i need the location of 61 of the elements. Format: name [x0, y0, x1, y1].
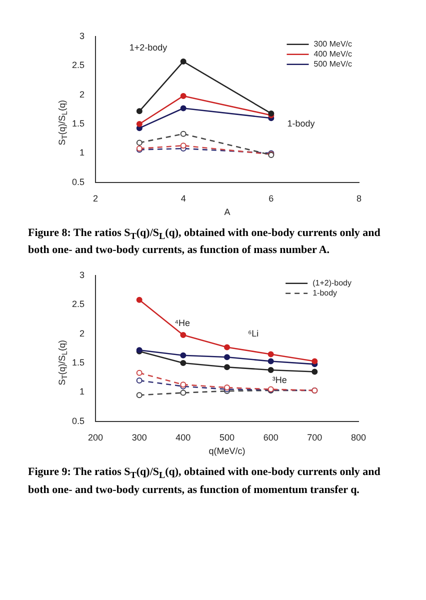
- x-tick-label: 800: [350, 432, 366, 443]
- point: [268, 367, 274, 374]
- point: [180, 360, 186, 366]
- y-tick-label: 3: [79, 270, 84, 280]
- point: [136, 108, 142, 114]
- x-tick-label: 500: [219, 432, 234, 443]
- legend-label: 300 MeV/c: [314, 40, 352, 49]
- point: [180, 142, 186, 149]
- x-tick-label: 4: [180, 193, 186, 204]
- point: [224, 364, 230, 370]
- point: [180, 390, 186, 396]
- y-tick-label: 1: [79, 148, 84, 158]
- point: [180, 105, 186, 112]
- point: [180, 332, 186, 338]
- x-tick-label: 6: [268, 193, 274, 204]
- annotation: ⁴He: [174, 318, 190, 328]
- point: [136, 392, 142, 399]
- x-tick-label: 700: [307, 432, 322, 443]
- point: [180, 92, 186, 99]
- point: [136, 121, 142, 127]
- point: [180, 130, 186, 137]
- x-axis-title: q(MeV/c): [208, 446, 246, 456]
- y-tick-label: 3: [79, 30, 84, 41]
- annotation: 1-body: [287, 118, 316, 128]
- y-tick-label: 1: [79, 387, 84, 398]
- x-tick-label: 200: [88, 432, 103, 443]
- x-tick-label: 600: [263, 432, 278, 443]
- y-tick-label: 0.5: [72, 416, 84, 426]
- caption: Figure 9: The ratios S$_{T}$(q)/S$_{L}$(q), obtained with one-body currents only and both one- and two-body currents, as function of momentum transfer q.: [28, 465, 382, 497]
- point: [312, 358, 318, 365]
- legend-label: 1-body: [312, 289, 337, 298]
- point: [136, 378, 142, 384]
- point: [136, 297, 142, 304]
- legend-label: 500 MeV/c: [314, 60, 352, 69]
- x-tick-label: 2: [92, 193, 98, 204]
- point: [224, 354, 230, 361]
- point: [136, 370, 142, 376]
- y-tick-label: 2.5: [72, 60, 84, 70]
- annotation: 1+2-body: [129, 42, 168, 53]
- y-tick-label: 0.5: [72, 176, 84, 187]
- x-tick-label: 400: [176, 432, 191, 443]
- y-tick-label: 2: [79, 89, 84, 100]
- point: [224, 344, 230, 351]
- point: [180, 58, 186, 65]
- y-tick-label: 2.5: [72, 299, 84, 310]
- point: [312, 369, 318, 376]
- y-tick-label: 2: [79, 328, 84, 339]
- point: [180, 352, 186, 359]
- annotation: ³He: [272, 375, 287, 386]
- legend-label: (1+2)-body: [312, 279, 352, 288]
- point: [268, 358, 274, 365]
- caption: Figure 8: The ratios S$_{T}$(q)/S$_{L}$(q), obtained with one-body currents only and both one- and two-body currents, as function of mass number A.: [28, 226, 382, 258]
- y-tick-label: 1.5: [72, 358, 84, 368]
- legend-label: 400 MeV/c: [314, 50, 352, 59]
- x-tick-label: 300: [132, 432, 147, 443]
- x-tick-label: 8: [356, 193, 362, 204]
- annotation: ⁶Li: [248, 328, 259, 339]
- point: [268, 352, 274, 358]
- point: [136, 140, 142, 146]
- y-tick-label: 1.5: [72, 118, 84, 128]
- x-axis-title: A: [224, 207, 230, 218]
